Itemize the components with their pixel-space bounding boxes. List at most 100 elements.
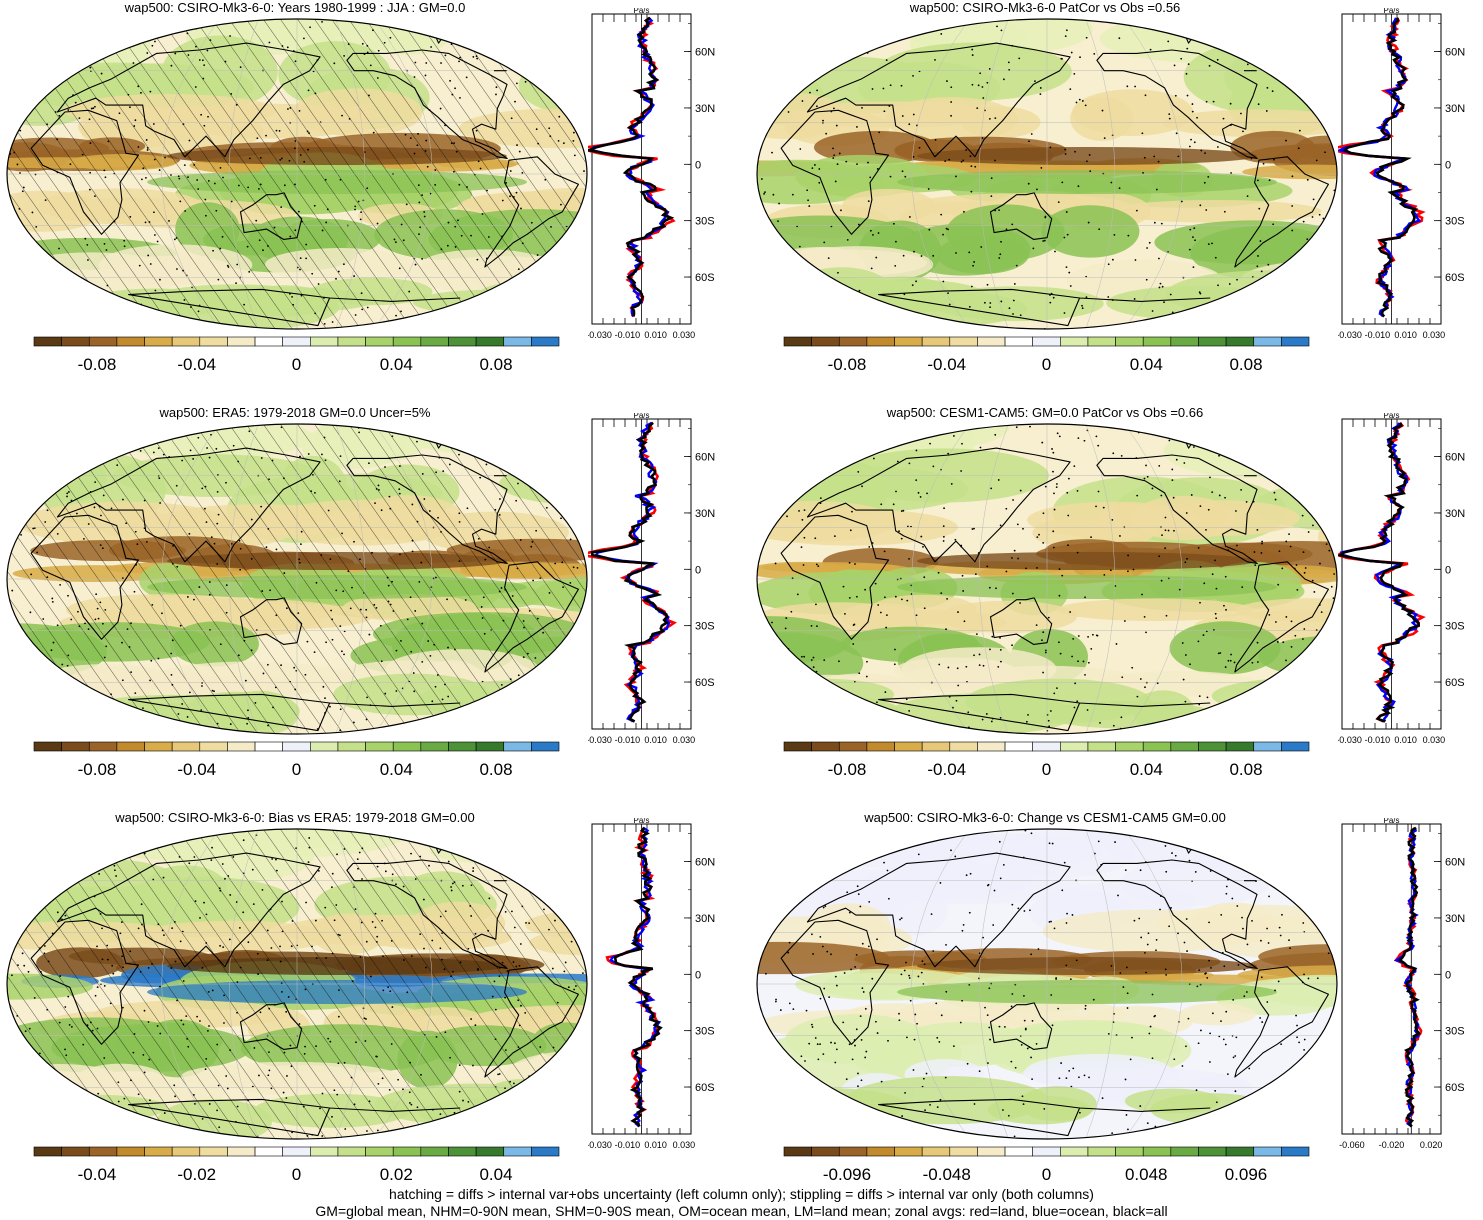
stipple-dot <box>998 1025 1001 1028</box>
stipple-dot <box>1333 573 1336 575</box>
stipple-dot <box>929 442 931 445</box>
stipple-dot <box>1053 692 1056 695</box>
longitude-line <box>911 19 970 329</box>
stipple-dot <box>1184 561 1187 564</box>
map-field <box>7 424 587 734</box>
longitude-line <box>335 424 365 734</box>
stipple-dot <box>922 545 924 548</box>
stipple-dot <box>898 1012 900 1015</box>
stipple-dot <box>923 576 926 579</box>
global-map <box>756 18 1338 330</box>
stipple-dot <box>1069 611 1072 613</box>
anomaly-region <box>1124 1088 1221 1114</box>
colorbar-swatch <box>1004 336 1033 347</box>
colorbar-swatch <box>1142 1146 1172 1157</box>
stipple-dot <box>980 246 983 248</box>
stipple-dot <box>861 485 863 488</box>
stipple-dot <box>906 525 909 528</box>
stipple-dot <box>1154 1125 1157 1128</box>
stipple-dot <box>968 911 971 914</box>
stipple-dot <box>1050 994 1053 996</box>
stipple-dot <box>1089 170 1092 173</box>
stipple-dot <box>1102 172 1105 175</box>
stipple-dot <box>1016 523 1019 526</box>
anomaly-region <box>1191 902 1276 945</box>
stipple-dot <box>915 614 918 617</box>
zonal-frame <box>1341 823 1442 1135</box>
stipple-dot <box>928 228 931 231</box>
stipple-dot <box>1049 301 1052 304</box>
map-border <box>756 423 1338 735</box>
stipple-dot <box>908 216 911 218</box>
stipple-dot <box>945 227 948 230</box>
stipple-dot <box>1131 666 1134 669</box>
continent-africa <box>780 919 890 1045</box>
stipple-dot <box>1149 1025 1152 1028</box>
stipple-dot <box>1139 869 1142 872</box>
stipple-dot <box>1234 1055 1237 1057</box>
stipple-dot <box>908 977 911 979</box>
stipple-dot <box>1075 959 1078 962</box>
panel-title: wap500: ERA5: 1979-2018 GM=0.0 Uncer=5% <box>159 405 431 420</box>
stipple-dot <box>1003 78 1005 81</box>
anomaly-region <box>7 424 122 455</box>
stipple-dot <box>1211 242 1213 245</box>
stipple-dot <box>1066 491 1069 494</box>
stipple-dot <box>874 582 877 585</box>
anomaly-region <box>31 1090 102 1129</box>
stipple-dot <box>821 945 824 948</box>
stipple-dot <box>889 175 892 178</box>
stipple-dot <box>1052 546 1055 549</box>
stipple-dot <box>1230 653 1232 656</box>
stipple-dot <box>803 655 806 658</box>
stipple-dot <box>1174 94 1177 97</box>
stipple-dot <box>810 659 813 661</box>
stipple-dot <box>1099 721 1101 724</box>
colorbar-swatch <box>254 741 283 752</box>
colorbar-tick-label: 0.04 <box>380 355 413 374</box>
stipple-dot <box>796 593 799 596</box>
panel-title: wap500: CSIRO-Mk3-6-0: Change vs CESM1-C… <box>864 810 1226 825</box>
continent-antarctica <box>878 288 1211 327</box>
stipple-dot <box>801 100 804 102</box>
colorbar-swatch <box>1225 336 1255 347</box>
stipple-dot <box>986 565 989 568</box>
anomaly-region <box>789 696 905 734</box>
stipple-dot <box>1219 652 1222 654</box>
colorbar-tick-label: 0.04 <box>380 760 413 779</box>
stipple-dot <box>842 585 845 588</box>
stipple-dot <box>808 1042 811 1045</box>
stipple-dot <box>851 510 853 513</box>
anomaly-region <box>488 424 587 461</box>
stipple-dot <box>1151 487 1154 490</box>
footer-note-1: hatching = diffs > internal var+obs unce… <box>389 1186 1094 1202</box>
stipple-dot <box>886 614 888 617</box>
zonal-x-tick-label: 0.030 <box>673 735 696 745</box>
stipple-dot <box>920 971 923 974</box>
subtropical-band <box>897 575 1277 599</box>
stipple-dot <box>1206 977 1209 979</box>
stipple-dot <box>800 655 803 658</box>
anomaly-region <box>757 699 907 726</box>
stipple-dot <box>1288 533 1290 536</box>
colorbar-swatch <box>116 336 145 347</box>
stipple-dot <box>981 718 984 721</box>
stipple-dot <box>1218 494 1221 497</box>
lat-tick-label: 60N <box>1445 47 1465 59</box>
colorbar-swatch <box>1060 336 1089 347</box>
colorbar-swatch <box>475 1146 505 1157</box>
stipple-dot <box>965 149 968 151</box>
stipple-dot <box>1276 641 1279 643</box>
stipple-dot <box>1036 536 1039 539</box>
anomaly-region <box>7 1073 79 1115</box>
continent-antarctica <box>128 288 461 327</box>
stipple-dot <box>1145 681 1148 684</box>
longitude-line <box>229 19 259 329</box>
stipple-dot <box>1043 239 1046 242</box>
stipple-dot <box>1018 57 1021 60</box>
stipple-dot <box>1085 36 1088 39</box>
stipple-dot <box>936 1036 939 1039</box>
stipple-dot <box>899 918 901 921</box>
stipple-dot <box>1030 832 1033 835</box>
stipple-dot <box>1112 724 1115 727</box>
